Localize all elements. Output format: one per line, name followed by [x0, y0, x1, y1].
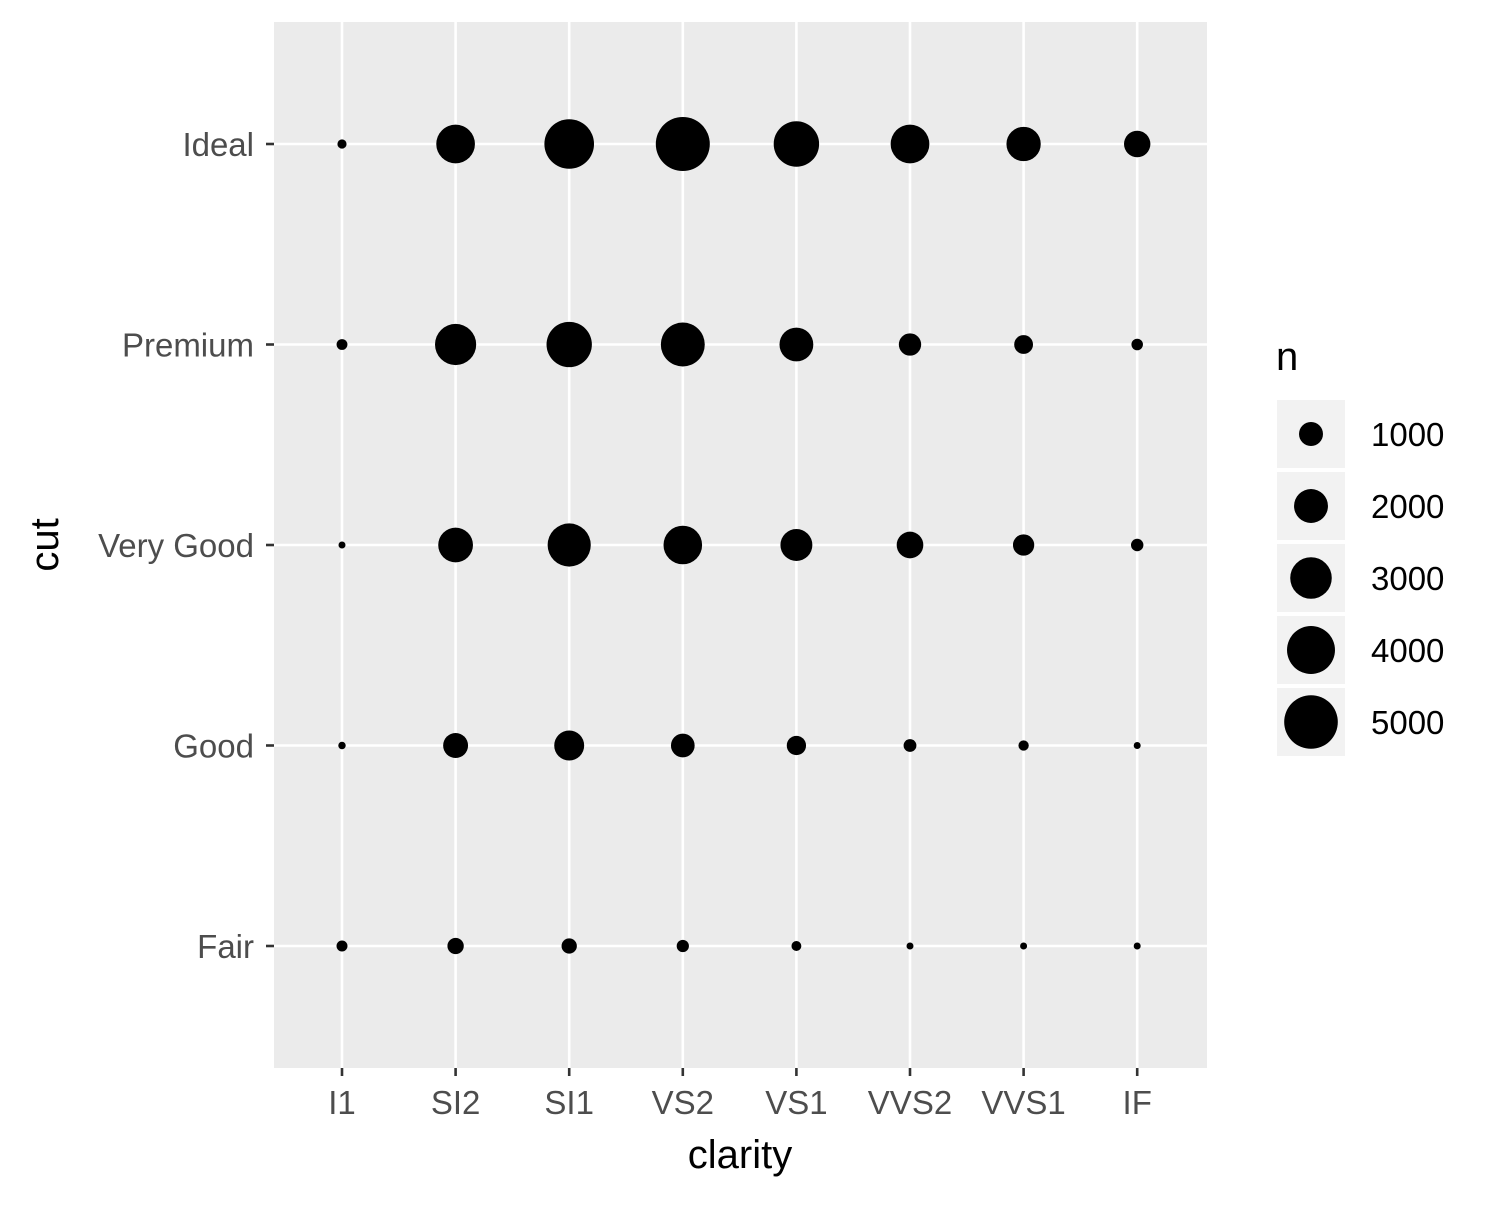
legend-label-2000: 2000: [1371, 488, 1444, 525]
x-tick-label-vs1: VS1: [765, 1084, 827, 1121]
x-tick-label-vvs2: VVS2: [868, 1084, 952, 1121]
x-tick-label-vvs1: VVS1: [981, 1084, 1065, 1121]
legend-key-3000: [1290, 557, 1332, 599]
point-premium-si1: [546, 321, 592, 368]
point-ideal-vvs2: [890, 124, 930, 164]
legend-key-5000: [1284, 695, 1338, 749]
point-premium-vs2: [660, 322, 705, 367]
y-tick-label-good: Good: [173, 728, 254, 765]
point-very-good-vs1: [780, 529, 813, 561]
point-ideal-vvs1: [1006, 126, 1041, 162]
legend-label-5000: 5000: [1371, 704, 1444, 741]
point-good-vs2: [670, 733, 695, 758]
point-very-good-vs2: [663, 525, 703, 565]
point-fair-vvs1: [1020, 942, 1028, 950]
point-premium-vvs2: [898, 333, 922, 356]
point-very-good-vvs2: [896, 531, 924, 559]
y-tick-label-premium: Premium: [122, 327, 254, 364]
x-tick-label-if: IF: [1123, 1084, 1152, 1121]
point-fair-vvs2: [906, 942, 914, 950]
legend-key-1000: [1299, 422, 1323, 446]
point-very-good-si2: [438, 527, 473, 563]
point-good-vvs1: [1018, 740, 1029, 751]
legend-title: n: [1276, 335, 1298, 379]
legend-key-2000: [1294, 489, 1328, 523]
point-premium-vvs1: [1014, 335, 1034, 354]
point-premium-si2: [435, 323, 477, 366]
x-tick-label-i1: I1: [328, 1084, 356, 1121]
point-good-vs1: [786, 735, 807, 756]
point-premium-if: [1131, 338, 1143, 351]
point-good-vvs2: [903, 739, 917, 752]
point-good-if: [1133, 742, 1141, 749]
point-fair-if: [1133, 942, 1141, 950]
point-very-good-si1: [547, 523, 591, 567]
y-tick-label-fair: Fair: [197, 928, 254, 965]
y-axis-title: cut: [23, 518, 67, 571]
x-tick-label-si2: SI2: [431, 1084, 481, 1121]
y-tick-label-ideal: Ideal: [182, 126, 254, 163]
point-fair-si1: [561, 938, 577, 954]
point-very-good-vvs1: [1012, 534, 1035, 556]
data-points: [336, 117, 1151, 955]
legend-label-3000: 3000: [1371, 560, 1444, 597]
point-ideal-if: [1124, 130, 1151, 158]
point-fair-vs1: [791, 941, 802, 951]
x-axis-title: clarity: [688, 1133, 792, 1177]
axes: I1 SI2 SI1 VS2 VS1 VVS2 VVS1 IF Fair Good Very Goo…: [98, 126, 1152, 1121]
point-ideal-si2: [436, 124, 475, 164]
x-tick-label-si1: SI1: [544, 1084, 594, 1121]
point-ideal-vs1: [773, 121, 820, 167]
point-good-si1: [554, 730, 585, 761]
size-legend: n 1000 2000 3000 4000 5000: [1276, 335, 1444, 756]
point-ideal-si1: [544, 119, 595, 169]
point-fair-i1: [336, 940, 348, 952]
point-good-i1: [338, 741, 346, 750]
point-very-good-if: [1130, 538, 1144, 552]
legend-label-1000: 1000: [1371, 416, 1444, 453]
point-good-si2: [443, 733, 469, 758]
legend-key-4000: [1287, 626, 1335, 674]
legend-label-4000: 4000: [1371, 632, 1444, 669]
point-fair-vs2: [676, 939, 689, 953]
x-tick-label-vs2: VS2: [652, 1084, 714, 1121]
point-premium-vs1: [779, 327, 814, 362]
point-very-good-i1: [338, 541, 346, 549]
point-premium-i1: [336, 339, 348, 350]
point-ideal-i1: [337, 139, 347, 149]
y-tick-label-very-good: Very Good: [98, 527, 254, 564]
point-fair-si2: [447, 937, 464, 955]
point-ideal-vs2: [655, 117, 710, 171]
